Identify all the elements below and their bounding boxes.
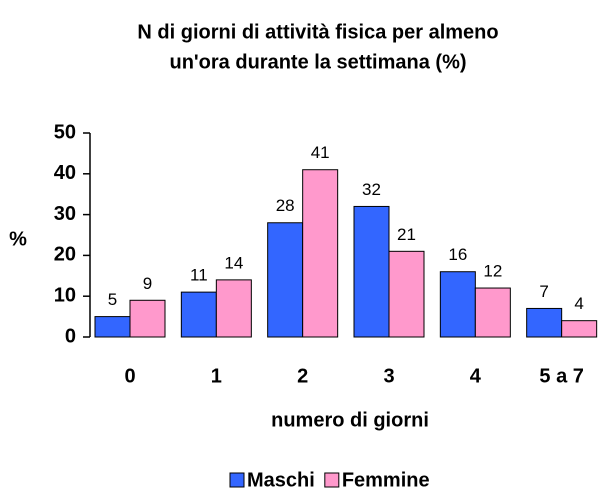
- bar: [215, 279, 252, 338]
- x-tick-label: 0: [124, 365, 135, 387]
- data-label: 14: [224, 253, 243, 272]
- data-label: 32: [362, 180, 381, 199]
- y-axis-title: %: [9, 228, 27, 250]
- y-tick-label: 20: [54, 244, 76, 266]
- data-label: 4: [574, 294, 583, 313]
- legend-label: Femmine: [342, 469, 430, 490]
- data-label: 21: [397, 225, 416, 244]
- x-axis-title: numero di giorni: [271, 409, 429, 431]
- x-tick-label: 4: [470, 365, 482, 387]
- bar: [388, 250, 425, 338]
- data-label: 7: [539, 282, 548, 301]
- x-tick-label: 2: [297, 365, 308, 387]
- data-label: 9: [143, 274, 152, 293]
- x-tick-label: 3: [383, 365, 394, 387]
- data-label: 16: [448, 245, 467, 264]
- data-label: 41: [311, 143, 330, 162]
- bar: [561, 320, 598, 338]
- chart-title: un'ora durante la settimana (%): [169, 51, 466, 73]
- bar: [302, 169, 339, 338]
- y-tick-label: 0: [65, 325, 76, 347]
- data-label: 5: [108, 290, 117, 309]
- y-tick-label: 50: [54, 121, 76, 143]
- x-tick-label: 1: [211, 365, 222, 387]
- y-tick-label: 40: [54, 162, 76, 184]
- legend-label: Maschi: [247, 469, 315, 490]
- bar: [267, 222, 304, 338]
- data-label: 12: [483, 262, 502, 281]
- legend-swatch: [324, 472, 340, 488]
- data-label: 28: [276, 196, 295, 215]
- y-tick-label: 30: [54, 203, 76, 225]
- chart-title: N di giorni di attività fisica per almen…: [137, 21, 498, 43]
- bar: [526, 307, 563, 338]
- bar: [439, 271, 476, 338]
- data-label: 11: [190, 266, 208, 285]
- x-tick-label: 5 a 7: [539, 365, 583, 387]
- bar: [94, 316, 131, 338]
- bar: [180, 291, 217, 338]
- legend-swatch: [229, 472, 245, 488]
- bar: [129, 299, 166, 338]
- bar: [474, 287, 511, 338]
- y-tick-label: 10: [54, 284, 76, 306]
- bar: [353, 205, 390, 338]
